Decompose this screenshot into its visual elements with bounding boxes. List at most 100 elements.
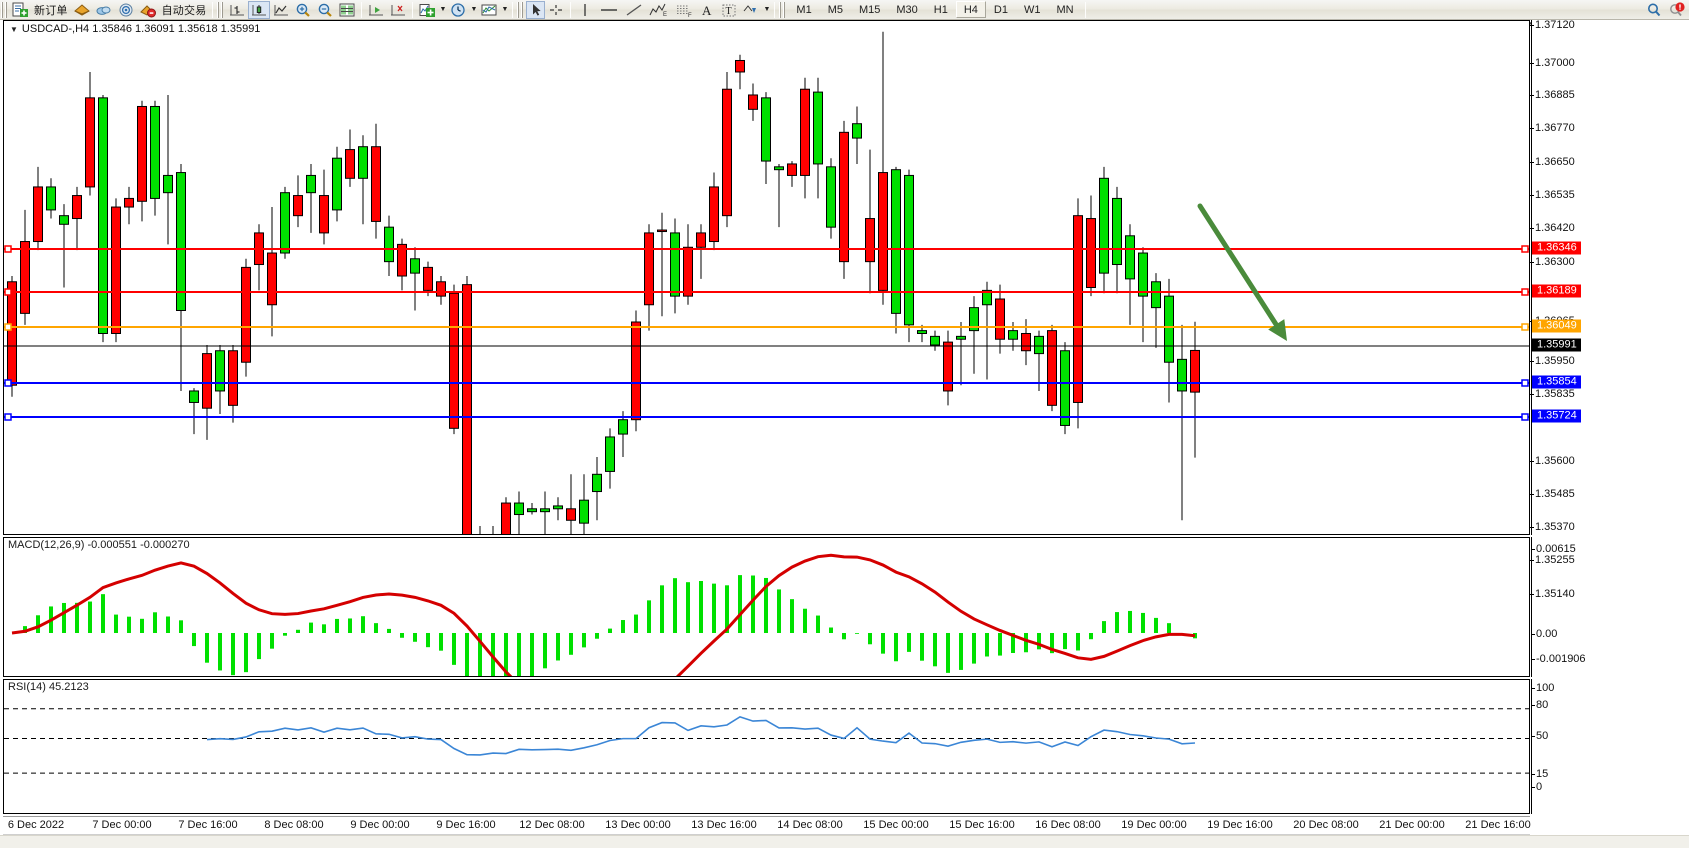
time-scale[interactable]: 6 Dec 2022 7 Dec 00:00 7 Dec 16:00 8 Dec 08…: [3, 816, 1531, 835]
price-tick: 1.35600: [1530, 455, 1575, 467]
toolbar-grip-2[interactable]: [217, 1, 225, 18]
zoom-in-icon[interactable]: [292, 1, 314, 19]
horizontal-scrollbar[interactable]: [0, 835, 1689, 848]
macd-tick: 0.00: [1530, 628, 1558, 640]
time-label: 9 Dec 16:00: [436, 819, 496, 831]
price-level-tag[interactable]: 1.36049: [1532, 319, 1581, 333]
indicator-add-icon[interactable]: [416, 1, 438, 19]
timeframe-mn[interactable]: MN: [1056, 3, 1074, 16]
alert-icon[interactable]: [1665, 1, 1689, 19]
shapes-icon[interactable]: [740, 1, 762, 19]
signals-icon[interactable]: [115, 1, 137, 19]
toolbar-grip[interactable]: [1, 1, 8, 18]
time-label: 19 Dec 00:00: [1121, 819, 1187, 831]
rsi-scale: 100 80 50 15 0: [1530, 679, 1689, 814]
elliott-wave-icon[interactable]: E: [646, 1, 672, 19]
price-tick: 1.37000: [1530, 57, 1575, 69]
timeframe-h4[interactable]: H4: [955, 1, 986, 18]
text-label-icon[interactable]: T: [718, 1, 740, 19]
price-level-tag[interactable]: 1.36346: [1532, 241, 1581, 255]
chart-title: ▼ USDCAD-,H4 1.35846 1.36091 1.35618 1.3…: [10, 23, 260, 35]
trendline-icon[interactable]: [622, 1, 646, 19]
macd-tick: 0.00615: [1531, 543, 1576, 555]
line-chart-icon[interactable]: [270, 1, 292, 19]
autotrading-icon[interactable]: [137, 1, 159, 19]
candlestick-chart-icon[interactable]: [248, 0, 271, 19]
time-label: 15 Dec 00:00: [863, 819, 929, 831]
price-tick: 1.36770: [1530, 122, 1575, 134]
price-level-tag[interactable]: 1.35724: [1532, 409, 1581, 423]
timeframe-m30[interactable]: M30: [896, 3, 918, 16]
chart-shift-icon[interactable]: [365, 1, 387, 19]
price-pane[interactable]: ▼ USDCAD-,H4 1.35846 1.36091 1.35618 1.3…: [3, 20, 1530, 535]
timeframe-d1[interactable]: D1: [993, 3, 1008, 16]
price-tick: 1.37120: [1530, 19, 1575, 31]
period-clock-icon[interactable]: [447, 1, 469, 19]
indicators-icon[interactable]: [71, 1, 93, 19]
rsi-label: RSI(14) 45.2123: [8, 681, 89, 693]
svg-text:F: F: [688, 13, 692, 18]
fibonacci-icon[interactable]: F: [672, 1, 696, 19]
chart-title-caret-icon[interactable]: ▼: [10, 24, 18, 34]
chevron-down-icon-2[interactable]: ▼: [470, 6, 478, 13]
price-level-tag[interactable]: 1.36189: [1532, 284, 1581, 298]
toolbar-grip-4[interactable]: [779, 1, 787, 18]
time-label: 21 Dec 00:00: [1379, 819, 1445, 831]
chevron-down-icon[interactable]: ▼: [439, 6, 447, 13]
timeframe-m5[interactable]: M5: [827, 3, 843, 16]
magnifier-icon[interactable]: [1643, 1, 1665, 19]
macd-pane[interactable]: MACD(12,26,9) -0.000551 -0.000270: [3, 537, 1530, 677]
templates-icon[interactable]: [478, 1, 500, 19]
macd-series: [11, 553, 1197, 676]
time-label: 19 Dec 16:00: [1207, 819, 1273, 831]
rsi-series: [4, 708, 1529, 774]
bar-chart-icon[interactable]: [226, 1, 248, 19]
main-toolbar: 新订单 自动: [0, 0, 1689, 20]
price-tick: 1.35140: [1530, 588, 1575, 600]
chart-area[interactable]: ▼ ▼ USDCAD-,H4 1.35846 1.36091 1.35618 1…: [0, 19, 1689, 854]
price-level-tag[interactable]: 1.35991: [1532, 338, 1581, 352]
price-scale[interactable]: 1.37120 1.37000 1.36885 1.36770 1.36650 1.365…: [1530, 19, 1689, 814]
autotrading-label[interactable]: 自动交易: [161, 4, 207, 17]
horizontal-line-icon[interactable]: [596, 1, 622, 19]
vertical-line-icon[interactable]: [574, 1, 596, 19]
price-level-tag[interactable]: 1.35854: [1532, 375, 1581, 389]
time-label: 8 Dec 08:00: [264, 819, 324, 831]
toolbar-separator-7: [1084, 1, 1086, 18]
timeframe-h1[interactable]: H1: [933, 3, 948, 16]
timeframe-m1[interactable]: M1: [796, 3, 812, 16]
rsi-tick: 0: [1530, 781, 1543, 793]
time-label: 14 Dec 08:00: [777, 819, 843, 831]
rsi-tick: 80: [1530, 699, 1549, 711]
auto-scroll-icon[interactable]: [387, 1, 409, 19]
chevron-down-icon-3[interactable]: ▼: [501, 6, 509, 13]
price-tick: 1.36300: [1530, 256, 1575, 268]
toolbar-separator-3: [412, 1, 414, 18]
rsi-tick: 100: [1530, 682, 1555, 694]
toolbar-grip-3[interactable]: [517, 1, 525, 18]
timeframe-m15[interactable]: M15: [858, 3, 881, 16]
trend-arrow-annotation[interactable]: [4, 21, 1529, 534]
time-label: 12 Dec 08:00: [519, 819, 585, 831]
cloud-icon[interactable]: [93, 1, 115, 19]
timeframe-w1[interactable]: W1: [1023, 3, 1041, 16]
price-tick: 1.36535: [1530, 189, 1575, 201]
chevron-down-icon-4[interactable]: ▼: [763, 6, 771, 13]
price-tick: 1.35255: [1530, 554, 1575, 566]
crosshair-icon[interactable]: [545, 1, 567, 19]
new-order-label[interactable]: 新订单: [34, 4, 68, 17]
cursor-icon[interactable]: [526, 0, 546, 19]
chart-title-text: USDCAD-,H4 1.35846 1.36091 1.35618 1.359…: [21, 23, 261, 35]
toolbar-separator: [212, 1, 214, 18]
time-label: 7 Dec 00:00: [92, 819, 152, 831]
rsi-tick: 50: [1530, 730, 1549, 742]
rsi-pane[interactable]: RSI(14) 45.2123: [3, 679, 1530, 814]
text-icon[interactable]: A: [696, 1, 718, 19]
time-label: 6 Dec 2022: [7, 819, 65, 831]
zoom-out-icon[interactable]: [314, 1, 336, 19]
level-lines[interactable]: [4, 21, 1529, 534]
data-window-icon[interactable]: [336, 1, 358, 19]
new-order-icon[interactable]: [10, 1, 31, 19]
price-tick: 1.36885: [1530, 89, 1575, 101]
svg-text:E: E: [663, 12, 667, 18]
